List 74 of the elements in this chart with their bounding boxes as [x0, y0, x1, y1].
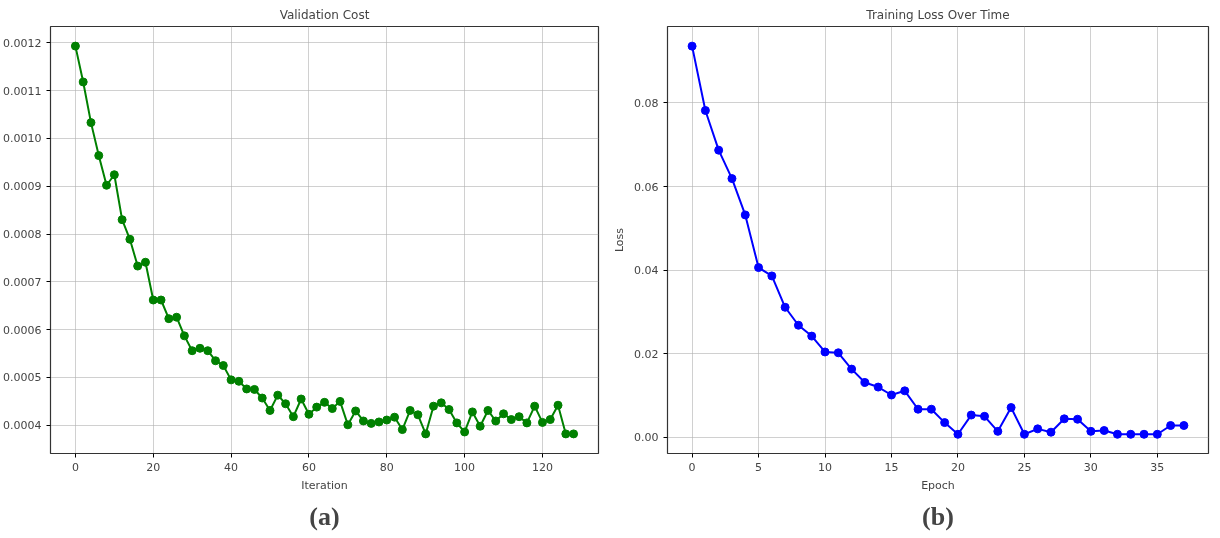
point	[1166, 421, 1176, 430]
x-tick-label: 120	[531, 460, 553, 474]
y-tick-label: 0.0004	[3, 419, 42, 433]
text: (b)	[922, 501, 954, 531]
point	[1112, 429, 1122, 439]
y-tick-label: 0.0008	[3, 228, 42, 242]
point	[727, 174, 737, 184]
point	[940, 418, 950, 428]
y-tick-label: 0.06	[634, 180, 659, 194]
y-tick-label: 0.02	[634, 347, 659, 361]
point	[873, 382, 883, 392]
point	[913, 404, 923, 414]
point	[900, 386, 910, 396]
point	[847, 364, 857, 374]
point	[767, 271, 777, 281]
point	[953, 429, 963, 439]
point	[754, 263, 764, 273]
x-tick-label: 20	[950, 460, 965, 474]
x-tick-label: 30	[1083, 460, 1098, 474]
x-tick-label: 15	[884, 460, 899, 474]
y-tick-label: 0.0009	[3, 180, 42, 194]
y-tick-label: 0.0005	[3, 371, 42, 385]
y-tick-label: 0.0011	[3, 84, 42, 98]
point	[886, 390, 896, 400]
x-tick-label: 60	[301, 460, 316, 474]
y-tick-label: 0.04	[634, 264, 659, 278]
x-tick-label: 5	[755, 460, 763, 474]
point	[1099, 426, 1109, 436]
x-tick-label: 100	[454, 460, 476, 474]
point	[1046, 427, 1056, 437]
point	[860, 377, 870, 387]
point	[1126, 429, 1136, 439]
point	[1086, 426, 1096, 436]
x-axis-title: Iteration	[301, 478, 348, 492]
point	[926, 404, 936, 414]
point	[740, 210, 750, 220]
x-tick-label: 80	[379, 460, 394, 474]
point	[1006, 403, 1016, 413]
point	[687, 41, 697, 51]
point	[966, 410, 976, 420]
x-tick-label: 25	[1017, 460, 1032, 474]
point	[780, 302, 790, 312]
x-tick-label: 0	[688, 460, 696, 474]
y-tick-label: 0.0010	[3, 132, 42, 146]
chart-title: Training Loss Over Time	[865, 7, 1010, 22]
point	[1019, 429, 1029, 439]
point	[1059, 414, 1069, 424]
point	[980, 411, 990, 421]
x-tick-label: 40	[224, 460, 239, 474]
point	[700, 105, 710, 115]
point	[1073, 414, 1083, 424]
point	[833, 348, 843, 358]
point	[1152, 429, 1162, 439]
x-tick-label: 20	[146, 460, 161, 474]
point	[820, 347, 830, 357]
point	[1179, 421, 1189, 430]
x-axis-title: Epoch	[921, 478, 955, 492]
point	[807, 331, 817, 341]
chart-title: Validation Cost	[279, 7, 370, 22]
point	[714, 145, 724, 155]
y-tick-label: 0.0006	[3, 323, 42, 337]
y-axis-title: Loss	[613, 227, 627, 253]
x-tick-label: 35	[1150, 460, 1165, 474]
point	[793, 320, 803, 330]
x-tick-label: 10	[818, 460, 833, 474]
y-tick-label: 0.08	[634, 96, 659, 110]
point	[1139, 429, 1149, 439]
y-tick-label: 0.00	[634, 431, 659, 445]
y-tick-label: 0.0012	[3, 36, 42, 50]
x-tick-label: 0	[71, 460, 79, 474]
point	[993, 426, 1003, 436]
text: (a)	[309, 501, 340, 531]
point	[1033, 424, 1043, 434]
y-tick-label: 0.0007	[3, 275, 42, 289]
